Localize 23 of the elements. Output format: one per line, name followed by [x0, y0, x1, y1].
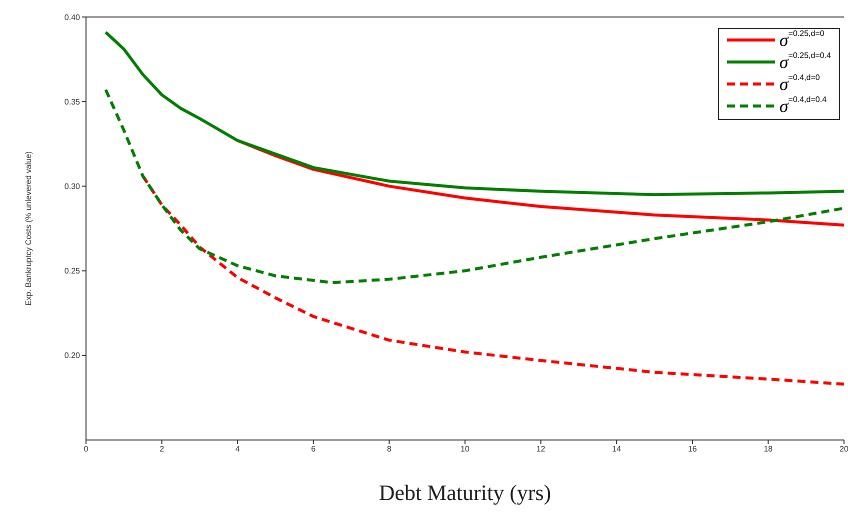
x-tick-label: 6 [311, 444, 316, 454]
y-tick-label: 0.35 [64, 97, 81, 106]
legend-label: σ$^{=0.4,d=0.4}$ [779, 95, 827, 116]
x-tick-label: 4 [235, 444, 240, 454]
legend-label: σ$^{=0.25,d=0}$ [779, 29, 824, 50]
x-tick-label: 16 [688, 444, 698, 454]
y-axis-title: Exp. Bankruptcy Costs (% unlevered value) [24, 151, 33, 306]
x-tick-label: 12 [536, 444, 546, 454]
x-tick-label: 0 [84, 444, 89, 454]
legend-label: σ$^{=0.4,d=0}$ [779, 73, 820, 94]
x-tick-label: 18 [764, 444, 774, 454]
legend-label: σ$^{=0.25,d=0.4}$ [779, 51, 831, 72]
line-series [104, 30, 844, 196]
y-tick-label: 0.40 [64, 12, 81, 22]
y-tick-label: 0.25 [64, 266, 81, 276]
x-tick-label: 8 [386, 444, 392, 454]
x-tick-label: 14 [612, 444, 622, 454]
y-tick-label: 0.20 [64, 351, 81, 360]
x-tick-label: 2 [160, 444, 165, 454]
y-tick-label: 0.30 [64, 182, 81, 192]
x-tick-label: 10 [460, 444, 470, 454]
x-axis-title: Debt Maturity (yrs) [378, 480, 552, 505]
x-tick-label: 20 [840, 444, 848, 454]
